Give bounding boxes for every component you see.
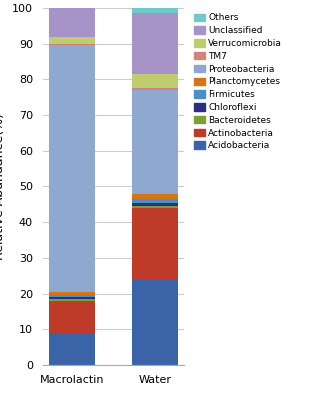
Legend: Others, Unclassified, Verrucomicrobia, TM7, Proteobacteria, Planctomycetes, Firm: Others, Unclassified, Verrucomicrobia, T… [193, 12, 283, 151]
Bar [132, 203, 178, 206]
Y-axis label: Relative Abundance(%): Relative Abundance(%) [0, 113, 7, 260]
Bar [49, 297, 95, 299]
Bar [132, 194, 178, 199]
Bar [132, 8, 178, 13]
Bar [49, 44, 95, 45]
Bar [49, 295, 95, 297]
Bar [49, 8, 95, 36]
Bar [132, 88, 178, 90]
Bar [49, 292, 95, 295]
Bar [132, 74, 178, 88]
Bar [49, 301, 95, 333]
Bar [132, 90, 178, 194]
Bar [132, 199, 178, 203]
Bar [132, 279, 178, 365]
Bar [132, 208, 178, 279]
Bar [132, 13, 178, 74]
Bar [49, 36, 95, 44]
Bar [132, 206, 178, 208]
Bar [49, 333, 95, 365]
Bar [49, 299, 95, 301]
Bar [49, 45, 95, 292]
